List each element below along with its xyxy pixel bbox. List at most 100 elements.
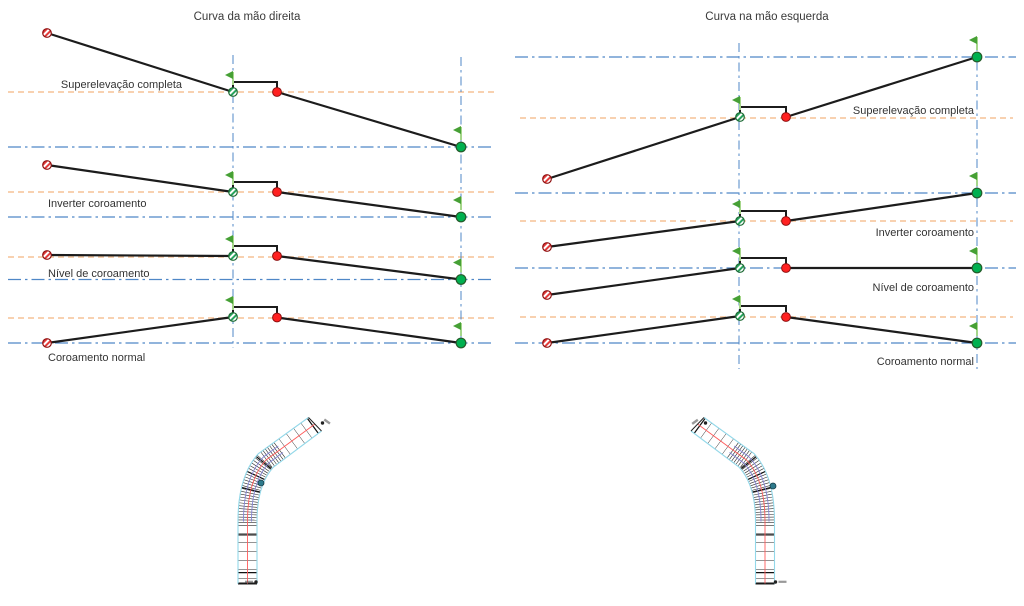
- runoff-marker-icon: [272, 312, 282, 323]
- flag-icon: [452, 321, 462, 337]
- crown-step: [232, 81, 278, 89]
- left-row-coroamento-normal: [45, 306, 463, 345]
- flag-icon: [452, 257, 462, 274]
- right-row-coroamento-normal: [545, 305, 979, 345]
- right-panel-title: Curva na mão esquerda: [705, 11, 829, 23]
- full-superelevation-marker-icon: [971, 51, 983, 63]
- left-panel-title: Curva da mão direita: [194, 11, 301, 23]
- crown-marker-icon: [228, 251, 238, 261]
- full-superelevation-marker-icon: [455, 337, 467, 349]
- stage-label: Superelevação completa: [853, 105, 975, 117]
- full-superelevation-marker-icon: [455, 274, 467, 285]
- right-row-inverter-coroamento: [545, 191, 979, 249]
- profile-line: [45, 163, 235, 194]
- station-end-marker: [320, 421, 325, 425]
- flag-icon: [968, 246, 978, 262]
- stage-label: Coroamento normal: [48, 352, 145, 364]
- station-micro-label: [691, 418, 699, 425]
- stage-label: Coroamento normal: [877, 356, 974, 368]
- left-row-inverter-coroamento: [45, 163, 463, 219]
- crown-marker-icon: [735, 112, 745, 122]
- road-centerline: [247, 423, 316, 584]
- road-plan-right: [690, 417, 787, 585]
- stage-label: Nível de coroamento: [873, 282, 975, 294]
- runoff-marker-icon: [272, 87, 282, 97]
- stage-label: Nível de coroamento: [48, 268, 150, 280]
- profile-line: [275, 254, 463, 281]
- full-superelevation-marker-icon: [971, 262, 983, 274]
- profile-line: [45, 253, 235, 258]
- start-marker-icon: [542, 338, 552, 348]
- flag-icon: [968, 321, 978, 337]
- left-markers: [42, 28, 467, 349]
- left-panel: Curva da mão direita: [8, 11, 494, 364]
- profile-line: [545, 219, 742, 249]
- crown-marker-icon: [228, 187, 238, 197]
- left-row-nivel-de-coroamento: [45, 245, 463, 281]
- start-marker-icon: [42, 160, 52, 170]
- runoff-marker-icon: [781, 263, 791, 273]
- flag-icon: [731, 199, 741, 215]
- road-edge: [690, 430, 757, 584]
- curve-midpoint-marker: [257, 479, 265, 487]
- station-micro-label: [245, 580, 253, 583]
- crown-step: [739, 210, 787, 218]
- station-end-marker: [703, 421, 708, 425]
- right-row-superelevacao-completa: [545, 55, 979, 181]
- profile-line: [45, 315, 235, 345]
- full-superelevation-marker-icon: [971, 187, 983, 199]
- left-guides: [8, 55, 494, 348]
- road-centerline: [697, 423, 766, 584]
- start-marker-icon: [42, 338, 52, 348]
- station-end-marker: [254, 580, 258, 584]
- full-superelevation-marker-icon: [455, 141, 467, 153]
- profile-line: [275, 190, 463, 219]
- profile-line: [545, 314, 742, 345]
- crown-step: [739, 106, 787, 114]
- profile-line: [784, 191, 979, 223]
- profile-line: [784, 315, 979, 345]
- road-edge: [703, 417, 776, 584]
- flag-icon: [224, 295, 234, 311]
- road-edge: [237, 417, 309, 584]
- road-plan-left: [237, 417, 331, 585]
- flag-icon: [452, 125, 462, 141]
- stage-label: Inverter coroamento: [48, 198, 146, 210]
- station-end-marker: [773, 580, 778, 584]
- road-edge: [256, 430, 322, 584]
- station-micro-label: [323, 418, 331, 425]
- profile-line: [545, 115, 742, 181]
- right-guides: [515, 42, 1016, 369]
- road-end-cap: [690, 417, 705, 432]
- start-marker-icon: [542, 290, 552, 300]
- runoff-marker-icon: [781, 216, 791, 226]
- crown-step: [232, 245, 278, 253]
- left-stage-labels: Superelevação completa Inverter coroamen…: [48, 79, 183, 364]
- profile-line: [784, 55, 979, 119]
- full-superelevation-marker-icon: [971, 337, 983, 349]
- flag-icon: [968, 171, 978, 187]
- stage-label: Inverter coroamento: [876, 227, 974, 239]
- flag-icon: [968, 35, 978, 51]
- stage-label: Superelevação completa: [61, 79, 183, 91]
- start-marker-icon: [542, 242, 552, 252]
- station-micro-label: [778, 580, 787, 583]
- flag-icon: [731, 294, 741, 310]
- flag-icon: [224, 170, 234, 186]
- profile-line: [545, 266, 742, 297]
- start-marker-icon: [542, 174, 552, 184]
- crown-marker-icon: [228, 312, 238, 322]
- profile-line: [275, 316, 463, 345]
- crown-step: [739, 257, 787, 265]
- full-superelevation-marker-icon: [455, 211, 467, 223]
- right-panel: Curva na mão esquerda: [515, 11, 1016, 369]
- right-row-nivel-de-coroamento: [545, 257, 979, 297]
- curve-midpoint-marker: [769, 482, 777, 490]
- crown-marker-icon: [735, 311, 745, 321]
- start-marker-icon: [42, 28, 52, 38]
- crown-step: [232, 306, 278, 314]
- flag-icon: [452, 195, 462, 211]
- crown-marker-icon: [228, 87, 238, 97]
